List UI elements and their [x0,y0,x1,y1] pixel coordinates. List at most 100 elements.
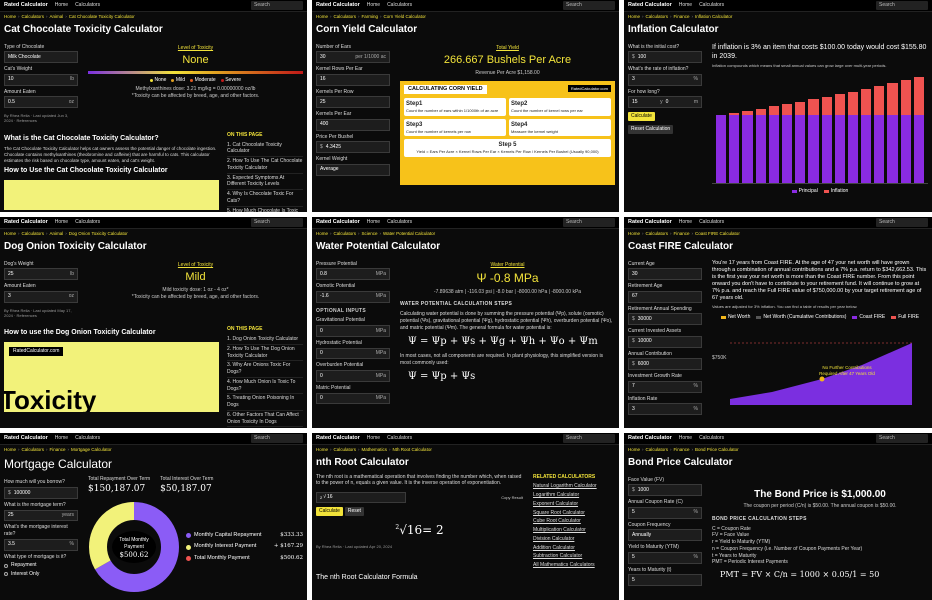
crumb[interactable]: Calculators [640,231,668,236]
toc-item[interactable]: 2. How To Use The Cat Chocolate Toxicity… [227,157,303,174]
crumb[interactable]: Calculators [16,14,44,19]
crumb[interactable]: Nth Root Calculator [387,447,432,452]
search-box[interactable]: Search [876,218,928,227]
brand[interactable]: Rated Calculator [628,218,672,225]
crumb[interactable]: Calculators [640,14,668,19]
input[interactable]: $30000 [628,313,702,326]
input[interactable]: 3 oz [4,290,78,303]
crumb[interactable]: Home [628,14,641,19]
input[interactable]: 5% [628,551,702,564]
search-box[interactable]: Search [563,218,615,227]
related-link[interactable]: Cube Root Calculator [533,518,581,525]
brand[interactable]: Rated Calculator [4,218,48,225]
button[interactable]: Reset Calculation [628,124,674,134]
related-link[interactable]: Multiplication Calculator [533,527,586,534]
input[interactable]: 7% [628,380,702,393]
nav-link[interactable]: Home [54,435,69,442]
nav-link[interactable]: Calculators [699,219,725,226]
crumb[interactable]: Dog Onion Toxicity Calculator [63,231,127,236]
crumb[interactable]: Home [316,14,329,19]
toc-item[interactable]: 7. References [227,427,303,428]
input[interactable]: 30 per 1/1000 ac [316,51,390,64]
input[interactable]: $100 [628,51,702,64]
input[interactable]: 0 MPa [316,370,390,382]
brand[interactable]: Rated Calculator [4,1,48,8]
toc-item[interactable]: 3. Expected Symptoms At Different Toxici… [227,174,303,191]
toc-item[interactable]: 5. How Much Chocolate Is Toxic To Cats? [227,207,303,212]
brand[interactable]: Rated Calculator [4,434,48,441]
search-box[interactable]: Search [876,1,928,10]
toc-item[interactable]: 4. Why Is Chocolate Toxic For Cats? [227,190,303,207]
input[interactable]: 3% [628,73,702,86]
input[interactable]: 67 [628,290,702,303]
brand[interactable]: Rated Calculator [316,1,360,8]
crumb[interactable]: Finance [668,447,690,452]
nav-link[interactable]: Calculators [387,219,413,226]
input[interactable]: 3% [628,403,702,416]
search-box[interactable]: Search [251,434,303,443]
nav-link[interactable]: Home [678,219,693,226]
input[interactable]: 0 MPa [316,347,390,360]
nav-link[interactable]: Calculators [699,435,725,442]
input[interactable]: 0 MPa [316,325,390,337]
crumb[interactable]: Animal [44,14,63,19]
input[interactable]: 0.5 oz [4,96,78,109]
button[interactable]: Calculate [628,112,655,121]
brand[interactable]: Rated Calculator [628,1,672,8]
toc-item[interactable]: 2. How To Use The Dog Onion Toxicity Cal… [227,345,303,362]
input[interactable]: Annually [628,529,702,542]
search-box[interactable]: Search [563,1,615,10]
input[interactable]: 25 years [4,509,78,522]
crumb[interactable]: Farming [356,14,378,19]
crumb[interactable]: Water Potential Calculator [378,231,436,236]
nav-link[interactable]: Home [678,2,693,9]
crumb[interactable]: Cat Chocolate Toxicity Calculator [63,14,134,19]
nav-link[interactable]: Home [366,435,381,442]
crumb[interactable]: Mathematics [356,447,387,452]
toc-item[interactable]: 4. How Much Onion Is Toxic To Dogs? [227,378,303,395]
crumb[interactable]: Calculators [328,231,356,236]
input[interactable]: $1000 [628,484,702,497]
input[interactable]: 15 y 0 m [628,96,702,109]
search-box[interactable]: Search [563,434,615,443]
crumb[interactable]: Calculators [328,447,356,452]
input[interactable]: 3.5% [4,538,78,551]
crumb[interactable]: Calculators [16,231,44,236]
crumb[interactable]: Home [4,447,17,452]
nav-link[interactable]: Home [366,2,381,9]
related-link[interactable]: Addition Calculator [533,544,575,551]
toc-item[interactable]: 3. Why Are Onions Toxic For Dogs? [227,361,303,378]
crumb[interactable]: Finance [668,231,690,236]
crumb[interactable]: Home [4,14,17,19]
input[interactable]: 25 lb [4,268,78,281]
radio-option[interactable]: Interest Only [4,571,78,578]
button[interactable]: Reset [344,506,364,516]
input[interactable]: $6000 [628,358,702,371]
input[interactable]: 400 [316,118,390,131]
search-box[interactable]: Search [251,218,303,227]
search-box[interactable]: Search [251,1,303,10]
nav-link[interactable]: Home [366,219,381,226]
input[interactable]: 30 [628,268,702,281]
related-link[interactable]: All Mathematics Calculators [533,562,595,569]
brand[interactable]: Rated Calculator [628,434,672,441]
crumb[interactable]: Calculators [640,447,668,452]
nav-link[interactable]: Calculators [75,2,101,9]
crumb[interactable]: Calculators [328,14,356,19]
crumb[interactable]: Calculators [16,447,44,452]
crumb[interactable]: Home [4,231,17,236]
search-box[interactable]: Search [876,434,928,443]
input[interactable]: Milk Chocolate [4,51,78,64]
input[interactable]: 16 [316,73,390,86]
brand[interactable]: Rated Calculator [316,434,360,441]
toc-item[interactable]: 1. Dog Onion Toxicity Calculator [227,335,303,345]
crumb[interactable]: Animal [44,231,63,236]
input[interactable]: $4.3425 [316,141,390,154]
nav-link[interactable]: Calculators [387,2,413,9]
toc-item[interactable]: 6. Other Factors That Can Affect Onion T… [227,411,303,428]
nav-link[interactable]: Calculators [387,435,413,442]
input[interactable]: $10000 [628,335,702,348]
nav-link[interactable]: Home [54,219,69,226]
input[interactable]: $100000 [4,487,78,499]
nav-link[interactable]: Home [678,435,693,442]
